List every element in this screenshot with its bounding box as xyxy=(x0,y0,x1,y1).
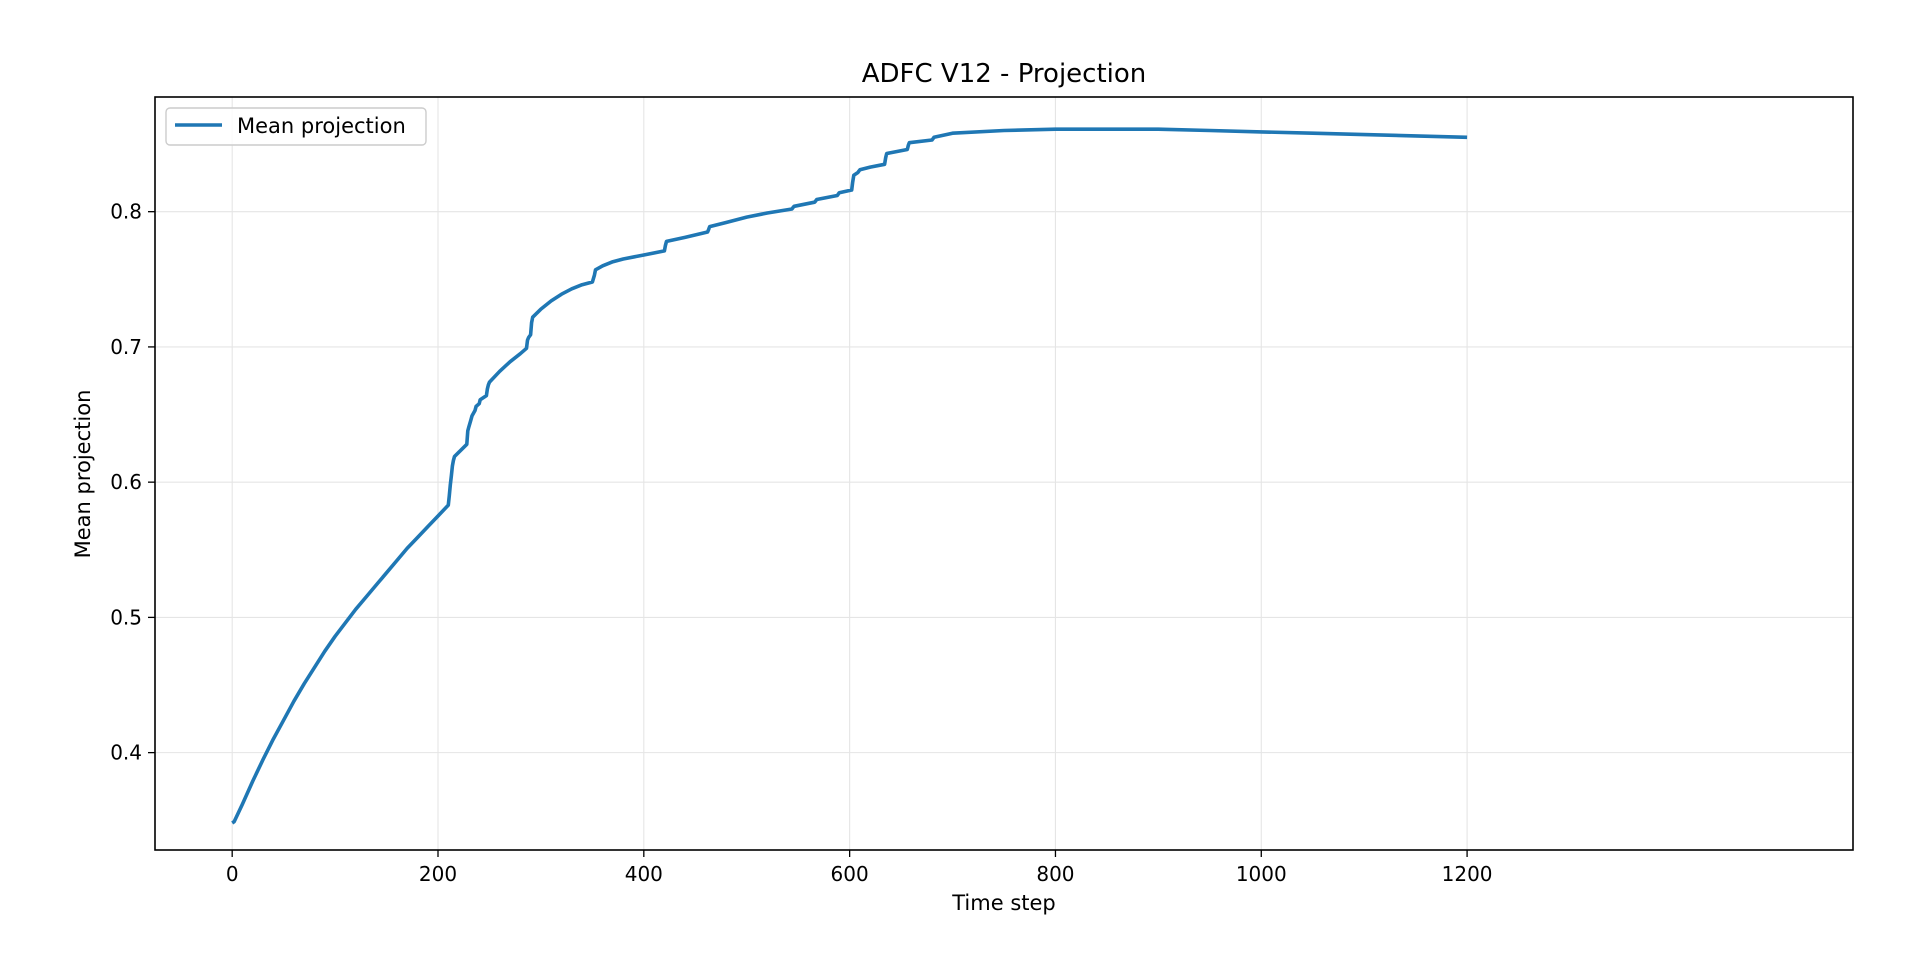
y-axis-label: Mean projection xyxy=(71,390,95,559)
y-tick-label: 0.6 xyxy=(110,470,142,494)
x-tick-label: 0 xyxy=(226,862,239,886)
legend-entry-label: Mean projection xyxy=(237,114,406,138)
x-tick-label: 600 xyxy=(831,862,869,886)
y-tick-label: 0.5 xyxy=(110,605,142,629)
y-tick-label: 0.8 xyxy=(110,200,142,224)
series-layer xyxy=(231,127,1468,825)
y-tick-label: 0.4 xyxy=(110,741,142,765)
grid-lines xyxy=(155,97,1853,850)
y-tick-label: 0.7 xyxy=(110,335,142,359)
x-tick-label: 800 xyxy=(1036,862,1074,886)
x-tick-label: 1000 xyxy=(1236,862,1287,886)
x-axis-label: Time step xyxy=(951,891,1056,915)
x-tick-label: 400 xyxy=(625,862,663,886)
y-axis-ticks: 0.4 0.5 0.6 0.7 0.8 xyxy=(110,200,155,765)
plot-area-frame xyxy=(154,96,1854,851)
legend: Mean projection xyxy=(165,107,427,146)
series-line-0 xyxy=(231,127,1468,825)
x-tick-label: 1200 xyxy=(1442,862,1493,886)
legend-box xyxy=(165,107,427,146)
x-tick-label: 200 xyxy=(419,862,457,886)
chart-title: ADFC V12 - Projection xyxy=(862,59,1147,89)
x-axis-ticks: 0 200 400 600 800 1000 1200 xyxy=(226,850,1493,886)
